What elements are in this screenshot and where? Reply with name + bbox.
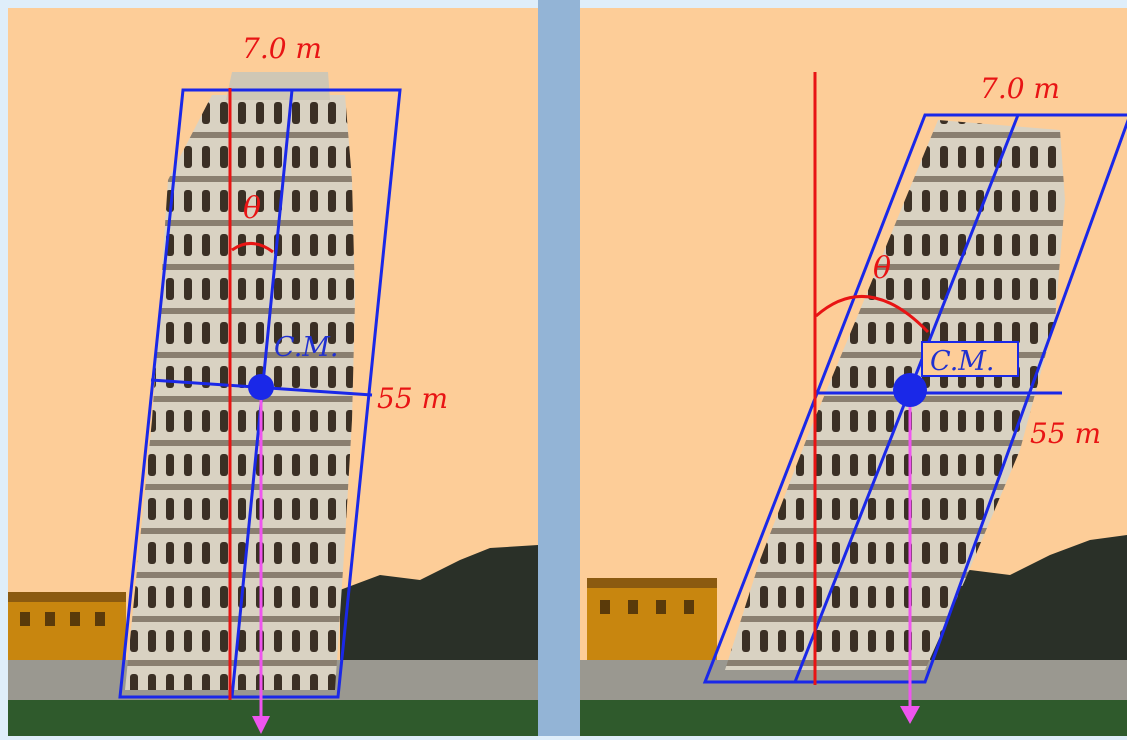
- right-outline-box: [702, 113, 1127, 684]
- right-panel: 7.0 m 55 m θ C.M.: [580, 8, 1127, 736]
- left-grass: [8, 700, 538, 736]
- left-height-label: 55 m: [377, 382, 448, 415]
- right-angle-arc: [815, 294, 930, 334]
- right-orange-building: [587, 578, 717, 663]
- right-arrowhead: [900, 706, 920, 724]
- right-grass: [580, 700, 1127, 736]
- right-width-label: 7.0 m: [980, 72, 1060, 105]
- left-arrowhead: [252, 716, 270, 734]
- right-cm-label-box: [921, 341, 1019, 377]
- left-angle-label: θ: [243, 191, 261, 226]
- right-trees: [930, 535, 1127, 690]
- left-tower: [125, 95, 355, 690]
- right-cm-dot: [893, 373, 927, 407]
- left-outline-box: [118, 88, 402, 699]
- left-tower-top: [226, 72, 330, 100]
- left-orange-building: [8, 592, 126, 672]
- right-height-label: 55 m: [1030, 417, 1101, 450]
- left-trees: [340, 545, 538, 690]
- right-cm-label: C.M.: [930, 346, 995, 377]
- left-width-label: 7.0 m: [242, 32, 322, 65]
- left-cm-dot: [248, 374, 274, 400]
- right-angle-label: θ: [873, 251, 891, 286]
- panel-divider: [538, 0, 580, 736]
- left-cm-label: C.M.: [274, 332, 339, 363]
- left-angle-arc: [231, 242, 274, 254]
- left-panel: 7.0 m 55 m θ C.M.: [8, 8, 538, 736]
